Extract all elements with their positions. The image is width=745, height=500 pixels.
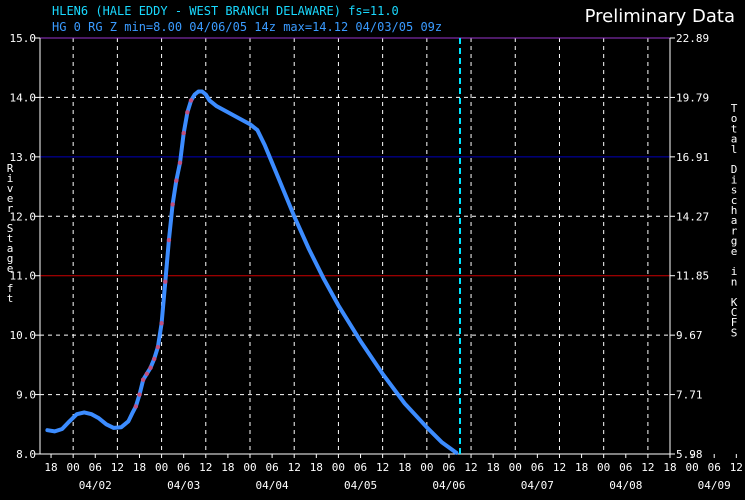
observation-point <box>155 344 161 350</box>
x-tick-label: 00 <box>243 461 256 474</box>
observed-stage-line <box>45 89 459 455</box>
x-date-label: 04/08 <box>609 479 642 492</box>
x-tick-label: 18 <box>575 461 588 474</box>
x-date-label: 04/05 <box>344 479 377 492</box>
x-tick-label: 18 <box>221 461 234 474</box>
x-tick-label: 06 <box>531 461 544 474</box>
observation-point <box>137 392 142 397</box>
x-tick-label: 06 <box>708 461 721 474</box>
x-tick-label: 18 <box>663 461 676 474</box>
y-tick-label: 15.0 <box>10 32 37 45</box>
x-tick-label: 00 <box>332 461 345 474</box>
y-tick-label: 10.0 <box>10 329 37 342</box>
y2-tick-label: 11.85 <box>676 270 709 283</box>
x-tick-label: 06 <box>354 461 367 474</box>
y2-tick-label: 7.71 <box>676 389 703 402</box>
y-tick-label: 11.0 <box>10 270 37 283</box>
x-tick-label: 18 <box>487 461 500 474</box>
y-tick-label: 12.0 <box>10 210 37 223</box>
x-tick-label: 12 <box>464 461 477 474</box>
x-tick-label: 00 <box>509 461 522 474</box>
y-tick-label: 9.0 <box>16 389 36 402</box>
chart-subtitle: HG 0 RG Z min=8.00 04/06/05 14z max=14.1… <box>52 20 443 34</box>
x-tick-label: 12 <box>111 461 124 474</box>
x-tick-label: 00 <box>67 461 80 474</box>
y-tick-label: 13.0 <box>10 151 37 164</box>
x-tick-label: 06 <box>89 461 102 474</box>
x-tick-label: 12 <box>553 461 566 474</box>
observation-point <box>152 356 157 362</box>
observation-point <box>148 365 153 371</box>
x-date-label: 04/09 <box>698 479 731 492</box>
x-tick-label: 18 <box>310 461 323 474</box>
observation-point <box>174 178 179 183</box>
x-tick-label: 12 <box>641 461 654 474</box>
x-date-label: 04/06 <box>432 479 465 492</box>
observation-point <box>163 279 168 284</box>
observation-point <box>140 377 146 382</box>
observation-point <box>170 202 175 207</box>
observation-point <box>185 110 190 115</box>
x-tick-label: 06 <box>442 461 455 474</box>
x-tick-label: 18 <box>133 461 146 474</box>
y2-tick-label: 22.89 <box>676 32 709 45</box>
x-date-label: 04/02 <box>79 479 112 492</box>
y-tick-label: 8.0 <box>16 448 36 461</box>
y2-tick-label: 19.79 <box>676 91 709 104</box>
x-tick-label: 06 <box>265 461 278 474</box>
observation-point <box>133 404 138 409</box>
observation-point <box>144 371 150 376</box>
observation-point <box>177 160 183 165</box>
x-tick-label: 06 <box>619 461 632 474</box>
observation-point <box>188 98 194 103</box>
x-tick-label: 00 <box>685 461 698 474</box>
x-tick-label: 18 <box>398 461 411 474</box>
y2-tick-label: 5.98 <box>676 448 703 461</box>
x-date-label: 04/03 <box>167 479 200 492</box>
observation-point <box>159 321 164 326</box>
x-tick-label: 18 <box>44 461 57 474</box>
x-date-label: 04/04 <box>256 479 289 492</box>
chart-title: HLEN6 (HALE EDDY - WEST BRANCH DELAWARE)… <box>52 4 399 18</box>
x-tick-label: 12 <box>730 461 743 474</box>
y2-tick-label: 14.27 <box>676 210 709 223</box>
y2-tick-label: 16.91 <box>676 151 709 164</box>
x-date-label: 04/07 <box>521 479 554 492</box>
observation-point <box>166 237 172 243</box>
x-tick-label: 06 <box>177 461 190 474</box>
observation-point <box>181 130 186 136</box>
x-tick-label: 00 <box>597 461 610 474</box>
x-tick-label: 12 <box>199 461 212 474</box>
x-tick-label: 00 <box>155 461 168 474</box>
x-tick-label: 00 <box>420 461 433 474</box>
preliminary-badge: Preliminary Data <box>584 6 735 27</box>
y2-tick-label: 9.67 <box>676 329 703 342</box>
x-tick-label: 12 <box>288 461 301 474</box>
y-tick-label: 14.0 <box>10 91 37 104</box>
x-tick-label: 12 <box>376 461 389 474</box>
